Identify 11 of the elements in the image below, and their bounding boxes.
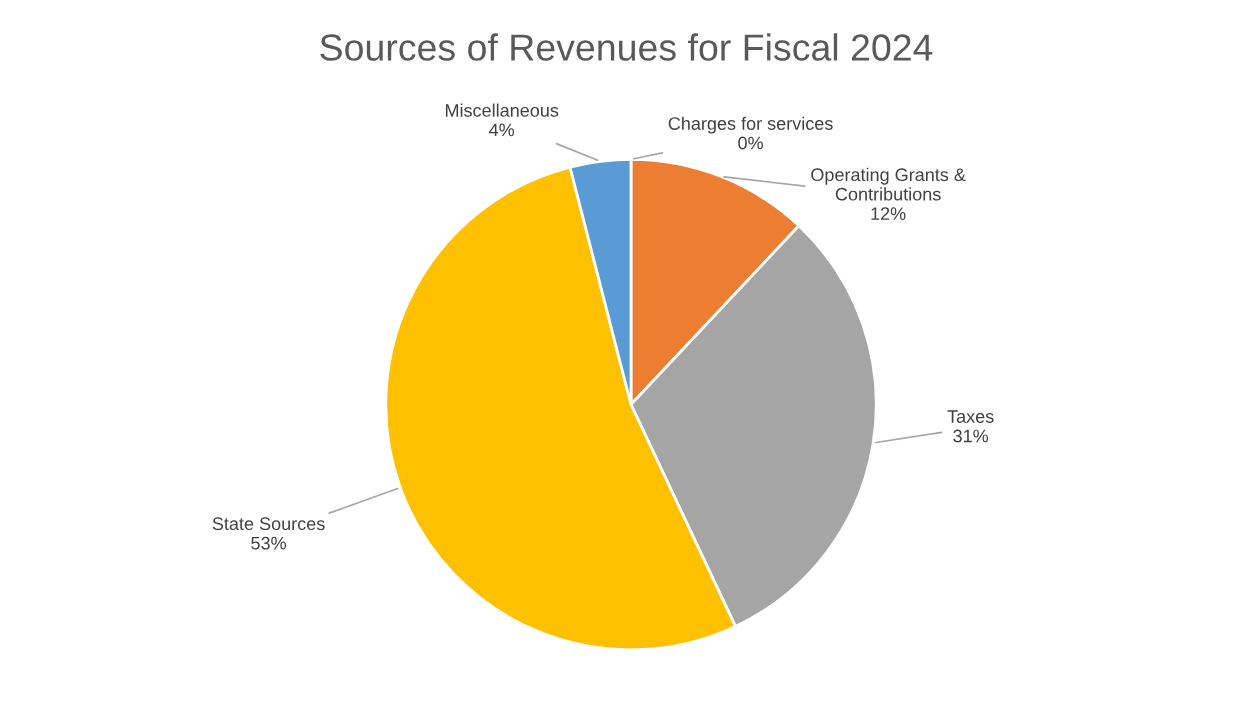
slice-label: State Sources: [212, 517, 325, 531]
data-label: 31%: [953, 429, 989, 443]
slice-label: Miscellaneous: [445, 103, 559, 117]
slice-label: Taxes: [947, 410, 994, 423]
data-label: 53%: [251, 536, 286, 550]
slice-label: Operating Grants & Contributions: [811, 167, 966, 201]
category-label: Charges for services: [668, 116, 833, 134]
data-label: 4%: [489, 123, 515, 137]
text: 0%: [738, 136, 763, 150]
data-label: 12%: [871, 207, 906, 220]
chart-title: Sources of Revenues for Fiscal 2024: [320, 33, 933, 61]
